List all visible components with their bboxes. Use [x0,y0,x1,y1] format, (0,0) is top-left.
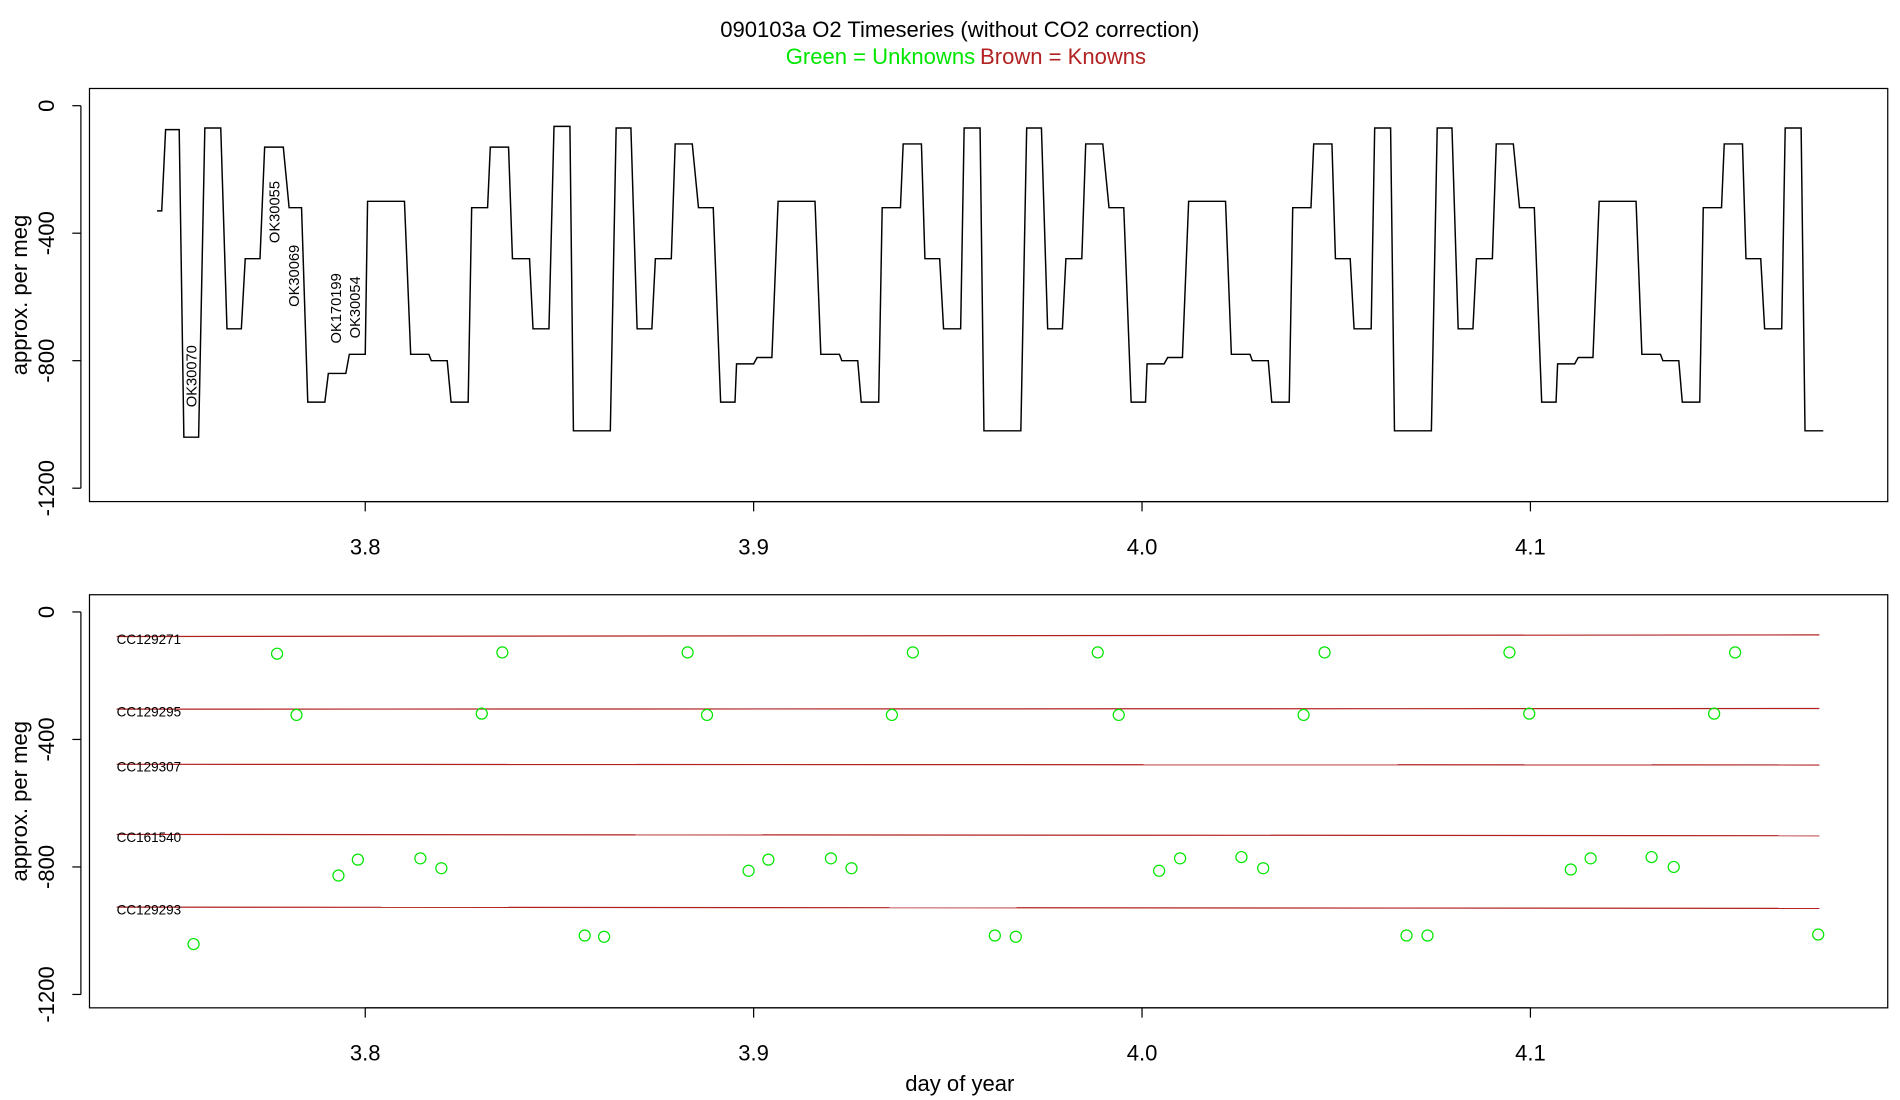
data-point [824,852,838,865]
annotation: OK30054 [348,276,364,338]
data-point [1297,708,1310,722]
annotation: OK30070 [184,345,200,407]
data-point [475,707,488,720]
y-tick-label: 0 [34,606,59,618]
reference-line [116,634,1820,638]
y-axis-label: approx. per meg [7,215,32,376]
data-point [845,862,858,875]
data-point [351,853,364,866]
x-tick-label: 3.8 [350,1041,381,1066]
annotation: OK30069 [287,245,303,307]
plot-frame [88,594,1889,1009]
series-label: CC129307 [117,760,181,775]
y-tick-label: 0 [34,100,59,112]
data-point [1112,708,1125,722]
subtitle: Green = Unknowns Brown = Knowns [786,44,1146,69]
data-point [1235,850,1248,864]
x-tick-label: 4.0 [1127,534,1158,559]
trace-line [157,125,1824,438]
data-point [1257,862,1270,875]
reference-line [116,906,1820,910]
x-tick-label: 4.1 [1515,1041,1546,1066]
data-point [681,646,694,659]
x-tick-label: 3.8 [350,534,381,559]
data-point [290,708,303,722]
data-point [414,852,427,865]
series-label: CC129295 [117,705,181,720]
reference-line [116,763,1820,766]
data-point [496,646,509,659]
annotation: OK170199 [329,273,345,343]
data-point [1667,860,1680,874]
series-label: CC129293 [117,902,181,917]
data-point [187,937,200,951]
series-label: CC161540 [117,830,181,845]
data-point [742,864,755,877]
data-point [1523,707,1536,720]
annotation: OK30055 [267,181,283,243]
data-point [762,853,775,866]
data-point [1728,646,1742,659]
y-tick-label: -1200 [34,966,59,1022]
data-point [1318,646,1331,659]
data-point [1645,850,1658,864]
subtitle-part: Brown = Knowns [980,44,1146,69]
data-point [1009,930,1022,943]
data-point [1421,929,1434,942]
data-point [597,930,611,943]
data-point [332,869,345,882]
data-point [906,646,920,659]
data-point [1708,707,1721,720]
x-tick-label: 4.1 [1515,534,1546,559]
data-point [435,862,448,875]
x-axis-label: day of year [905,1071,1014,1096]
data-point [270,647,284,660]
x-tick-label: 3.9 [738,1041,769,1066]
y-tick-label: -800 [34,339,59,383]
y-axis-label: approx. per meg [7,721,32,882]
data-point [1091,646,1104,659]
subtitle-part: Green = Unknowns [786,44,975,69]
x-tick-label: 4.0 [1127,1041,1158,1066]
data-point [1152,864,1166,877]
reference-line [116,833,1820,837]
data-point [1400,929,1413,942]
data-point [1812,928,1825,941]
data-point [578,929,591,942]
data-point [1173,852,1187,865]
reference-line [116,707,1820,710]
y-tick-label: -400 [34,717,59,761]
data-point [1564,863,1577,876]
data-point [700,708,714,722]
data-point [988,929,1001,942]
data-point [885,708,899,722]
series-label: CC129271 [117,632,181,647]
y-tick-label: -400 [34,211,59,255]
y-tick-label: -1200 [34,460,59,516]
chart-title: 090103a O2 Timeseries (without CO2 corre… [720,17,1199,42]
data-point [1503,646,1516,659]
data-point [1584,852,1597,865]
x-tick-label: 3.9 [738,534,769,559]
y-tick-label: -800 [34,845,59,889]
